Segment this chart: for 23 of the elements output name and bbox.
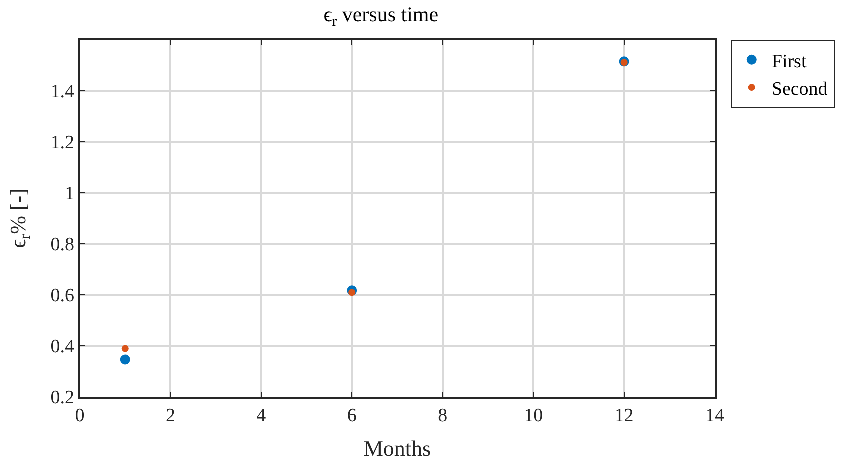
x-tick-label: 6 bbox=[347, 406, 357, 427]
y-tick-label: 0.8 bbox=[50, 234, 74, 256]
x-tick-label: 12 bbox=[614, 406, 634, 427]
y-tick-label: 0.4 bbox=[50, 336, 75, 358]
y-tick-label: 0.6 bbox=[50, 286, 74, 307]
x-tick-label: 8 bbox=[438, 406, 448, 427]
y-tick-label: 0.2 bbox=[50, 388, 74, 409]
y-tick-label: 1.2 bbox=[50, 132, 74, 154]
x-tick-label: 4 bbox=[256, 406, 267, 427]
point bbox=[120, 354, 130, 365]
point bbox=[348, 289, 356, 296]
y-tick-label: 1.4 bbox=[50, 82, 75, 103]
y-tick-label: 1 bbox=[64, 184, 74, 205]
x-tick-label: 0 bbox=[75, 406, 85, 427]
chart-title: ϵ$_{r}$ versus time bbox=[324, 2, 439, 30]
legend-label: Second bbox=[772, 78, 828, 100]
legend-label: First bbox=[772, 51, 808, 72]
point bbox=[122, 345, 129, 352]
x-tick-label: 2 bbox=[166, 406, 176, 427]
x-tick-label: 14 bbox=[706, 406, 725, 427]
point bbox=[620, 59, 628, 66]
x-tick-label: 10 bbox=[524, 406, 544, 427]
x-axis-title: Months bbox=[364, 436, 432, 461]
